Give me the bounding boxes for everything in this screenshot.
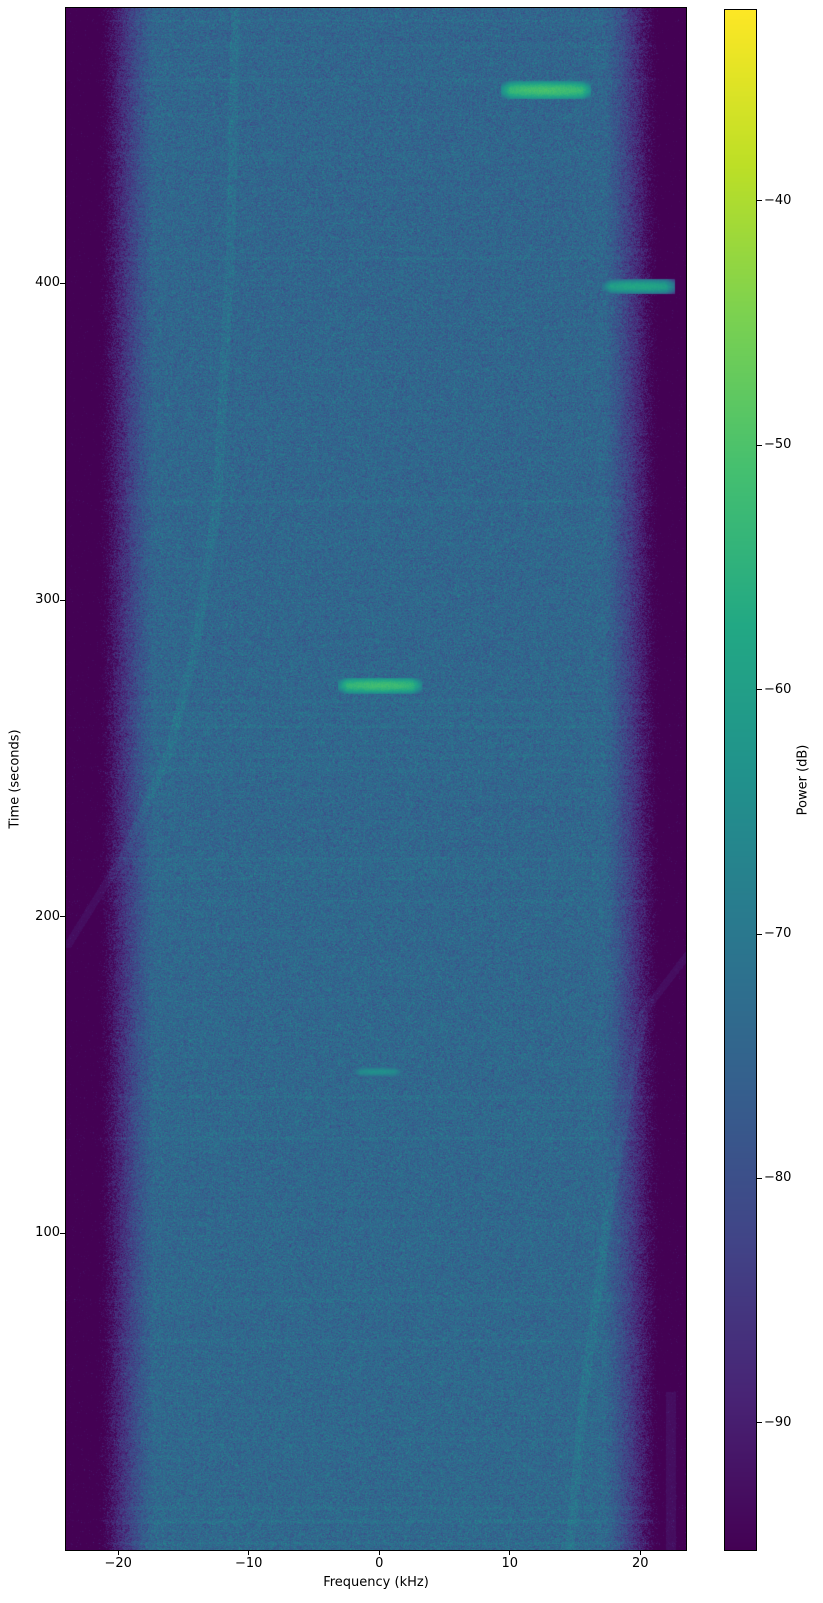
y-tick-mark: [60, 916, 65, 918]
colorbar-tick-mark: [757, 689, 762, 691]
x-tick-mark: [378, 1550, 380, 1555]
x-tick-mark: [117, 1550, 119, 1555]
x-tick-mark: [509, 1550, 511, 1555]
colorbar-tick-label: −60: [764, 681, 792, 697]
colorbar-tick-mark: [757, 200, 762, 202]
colorbar-tick-label: −80: [764, 1170, 792, 1186]
colorbar-tick-mark: [757, 1422, 762, 1424]
colorbar-tick-mark: [757, 444, 762, 446]
y-tick-mark: [60, 1232, 65, 1234]
colorbar-label: Power (dB): [795, 744, 811, 816]
x-tick-mark: [248, 1550, 250, 1555]
spectrogram-heatmap: [66, 8, 686, 1550]
colorbar-tick-mark: [757, 1177, 762, 1179]
y-tick-label: 100: [35, 1225, 60, 1241]
plot-frame: [65, 7, 687, 1551]
colorbar-tick-label: −90: [764, 1414, 792, 1430]
y-tick-mark: [60, 599, 65, 601]
x-tick-label: −20: [104, 1556, 132, 1571]
colorbar-tick-label: −50: [764, 437, 792, 453]
y-tick-label: 200: [35, 908, 60, 924]
colorbar-tick-label: −40: [764, 192, 792, 208]
y-tick-mark: [60, 282, 65, 284]
x-tick-label: 20: [632, 1556, 649, 1571]
x-tick-label: 0: [375, 1556, 384, 1571]
y-tick-label: 300: [35, 592, 60, 608]
colorbar-frame: [724, 9, 757, 1551]
y-tick-label: 400: [35, 275, 60, 291]
x-tick-label: 10: [501, 1556, 519, 1571]
colorbar-tick-label: −70: [764, 926, 792, 941]
y-axis-label: Time (seconds): [7, 729, 23, 829]
colorbar-gradient: [725, 10, 756, 1550]
x-tick-mark: [639, 1550, 641, 1555]
x-tick-label: −10: [235, 1556, 263, 1571]
colorbar-tick-mark: [757, 933, 762, 935]
x-axis-label: Frequency (kHz): [323, 1575, 429, 1590]
